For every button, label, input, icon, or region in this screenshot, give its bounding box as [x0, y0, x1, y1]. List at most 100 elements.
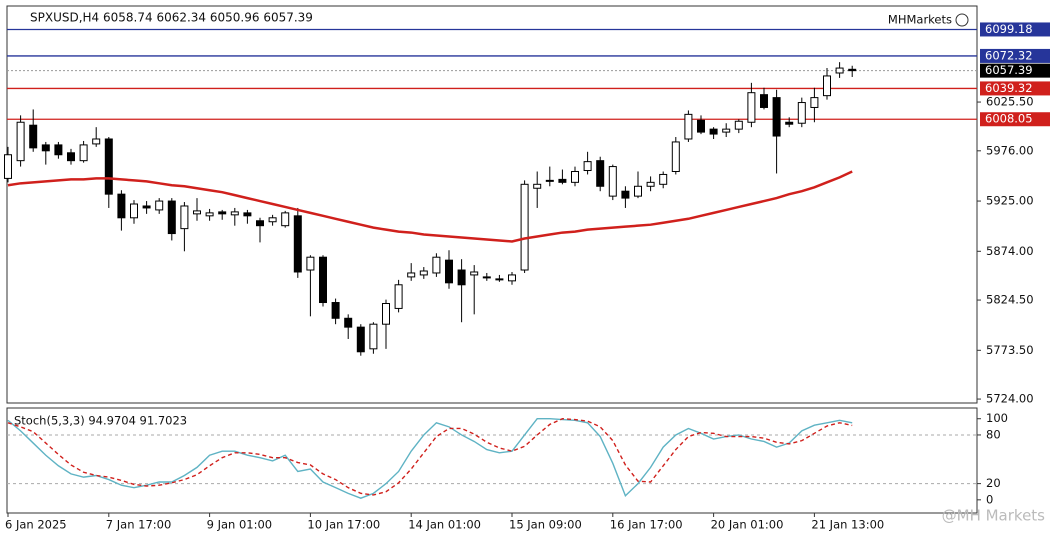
candle-body — [331, 302, 340, 319]
price-panel — [6, 5, 978, 404]
candle-body — [608, 166, 617, 197]
y-tick-label: 5976.00 — [986, 143, 1034, 157]
candle-body — [167, 200, 176, 235]
y-tick-label: 80 — [986, 427, 1001, 441]
candle-body — [205, 212, 214, 217]
candle-body — [319, 256, 327, 304]
candle-body — [356, 326, 365, 353]
candle-body — [835, 67, 844, 74]
candle-body — [344, 317, 353, 328]
chart-title: SPXUSD,H4 6058.74 6062.34 6050.96 6057.3… — [30, 11, 313, 25]
stoch-line — [7, 418, 853, 499]
y-tick-label: 0 — [986, 492, 993, 506]
candle-body — [29, 124, 38, 149]
candle-body — [268, 217, 277, 223]
candle-body — [256, 220, 264, 227]
x-tick-label: 15 Jan 09:00 — [509, 518, 582, 532]
candle-body — [747, 92, 756, 123]
candle-body — [634, 185, 642, 197]
level-label: 6057.39 — [985, 63, 1033, 77]
candle-body — [520, 183, 529, 271]
level-label-box — [980, 22, 1050, 37]
x-tick-label: 20 Jan 01:00 — [711, 518, 784, 532]
moving-average — [7, 170, 853, 243]
candle-body — [16, 121, 25, 162]
candle-body — [281, 212, 290, 227]
x-tick-label: 16 Jan 17:00 — [610, 518, 683, 532]
candle-body — [482, 276, 491, 279]
y-tick-label: 5874.00 — [986, 244, 1034, 258]
candle-body — [671, 141, 680, 172]
x-tick-label: 14 Jan 01:00 — [408, 518, 481, 532]
x-tick-label: 7 Jan 17:00 — [106, 518, 172, 532]
candle-body — [621, 190, 630, 199]
x-tick-label: 9 Jan 01:00 — [207, 518, 273, 532]
stoch-line — [7, 418, 853, 496]
y-tick-label: 20 — [986, 476, 1001, 490]
candle-body — [407, 272, 416, 278]
candle-body — [243, 212, 252, 217]
candle-body — [571, 170, 579, 183]
level-label-box — [980, 63, 1050, 78]
candle-body — [382, 303, 390, 325]
candle-body — [684, 113, 693, 140]
candle-body — [470, 271, 479, 276]
candle-body — [646, 181, 655, 187]
candle-body — [54, 144, 63, 156]
candle-body — [508, 274, 516, 282]
y-tick-label: 5773.50 — [986, 343, 1034, 357]
candle-body — [432, 256, 441, 274]
candle-body — [419, 270, 428, 276]
level-label: 6099.18 — [985, 22, 1033, 36]
y-tick-label: 5724.00 — [986, 392, 1034, 406]
candle-body — [79, 144, 88, 162]
candle-body — [457, 269, 466, 286]
candle-body — [760, 94, 768, 108]
candle-body — [445, 259, 453, 284]
candle-body — [369, 323, 378, 350]
candle-body — [722, 128, 731, 133]
candle-body — [848, 68, 857, 72]
candle-body — [117, 193, 126, 219]
candle-body — [104, 138, 113, 195]
x-tick-label: 21 Jan 13:00 — [811, 518, 884, 532]
candle-body — [218, 211, 227, 215]
level-label-box — [980, 112, 1050, 127]
candle-body — [67, 152, 75, 162]
candle-body — [495, 278, 504, 281]
candle-body — [155, 200, 164, 211]
candle-body — [4, 154, 12, 179]
y-tick-label: 6025.50 — [986, 95, 1034, 109]
y-tick-label: 5925.00 — [986, 194, 1034, 208]
smiley-icon — [955, 13, 969, 27]
candle-body — [596, 160, 605, 187]
candle-body — [797, 102, 806, 124]
panel-title: Stoch(5,3,3) 94.9704 91.7023 — [14, 414, 187, 428]
candle-body — [306, 256, 315, 271]
candle-body — [92, 138, 101, 145]
level-label: 6072.32 — [985, 48, 1033, 62]
candle-body — [697, 119, 705, 133]
x-tick-label: 10 Jan 17:00 — [307, 518, 380, 532]
candle-body — [142, 205, 151, 209]
candle-body — [180, 205, 189, 230]
candle-body — [772, 97, 781, 137]
candle-body — [293, 215, 302, 273]
y-tick-label: 100 — [986, 411, 1008, 425]
candle-body — [583, 161, 592, 172]
candle-body — [545, 179, 554, 182]
footer-watermark: @MH Markets — [942, 507, 1046, 525]
x-tick-label: 6 Jan 2025 — [5, 518, 67, 532]
candle-body — [558, 178, 567, 183]
candle-body — [709, 128, 718, 135]
watermark: MHMarkets — [888, 13, 952, 27]
candle-body — [810, 97, 819, 108]
candle-body — [533, 183, 542, 189]
y-tick-label: 5824.50 — [986, 293, 1034, 307]
candle-body — [130, 203, 138, 219]
candle-body — [659, 173, 668, 185]
candle-body — [823, 75, 831, 97]
candle-body — [193, 210, 201, 215]
candle-body — [230, 211, 239, 216]
